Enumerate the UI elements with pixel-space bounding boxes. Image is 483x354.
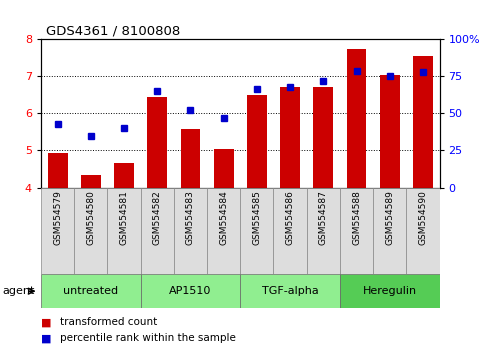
Text: GSM554587: GSM554587: [319, 190, 328, 245]
Text: agent: agent: [2, 286, 35, 296]
Text: GSM554581: GSM554581: [120, 190, 128, 245]
Text: AP1510: AP1510: [170, 286, 212, 296]
Bar: [307, 188, 340, 274]
Text: GSM554579: GSM554579: [53, 190, 62, 245]
Text: ■: ■: [41, 333, 52, 343]
Bar: [413, 56, 433, 188]
Text: GSM554588: GSM554588: [352, 190, 361, 245]
Text: TGF-alpha: TGF-alpha: [262, 286, 318, 296]
Bar: [280, 86, 300, 188]
Text: GSM554583: GSM554583: [186, 190, 195, 245]
Bar: [174, 188, 207, 274]
Text: GSM554590: GSM554590: [418, 190, 427, 245]
Bar: [74, 188, 107, 274]
Text: Heregulin: Heregulin: [363, 286, 417, 296]
Bar: [114, 163, 134, 188]
Bar: [380, 75, 399, 188]
Bar: [313, 86, 333, 188]
Text: untreated: untreated: [63, 286, 118, 296]
Bar: [406, 188, 440, 274]
Text: GSM554584: GSM554584: [219, 190, 228, 245]
Bar: [41, 188, 74, 274]
Bar: [108, 188, 141, 274]
Bar: [346, 49, 367, 188]
Bar: [340, 274, 440, 308]
Text: GSM554582: GSM554582: [153, 190, 162, 245]
Bar: [207, 188, 241, 274]
Bar: [181, 129, 200, 188]
Bar: [213, 149, 234, 188]
Text: percentile rank within the sample: percentile rank within the sample: [60, 333, 236, 343]
Text: GSM554585: GSM554585: [253, 190, 261, 245]
Text: GSM554586: GSM554586: [285, 190, 295, 245]
Bar: [247, 96, 267, 188]
Bar: [81, 175, 101, 188]
Bar: [240, 274, 340, 308]
Bar: [340, 188, 373, 274]
Bar: [141, 188, 174, 274]
Bar: [240, 188, 273, 274]
Bar: [273, 188, 307, 274]
Bar: [141, 274, 240, 308]
Bar: [48, 153, 68, 188]
Bar: [373, 188, 406, 274]
Text: transformed count: transformed count: [60, 318, 157, 327]
Text: ■: ■: [41, 318, 52, 327]
Text: GDS4361 / 8100808: GDS4361 / 8100808: [46, 24, 180, 37]
Bar: [41, 274, 141, 308]
Text: GSM554589: GSM554589: [385, 190, 394, 245]
Text: GSM554580: GSM554580: [86, 190, 95, 245]
Bar: [147, 97, 167, 188]
